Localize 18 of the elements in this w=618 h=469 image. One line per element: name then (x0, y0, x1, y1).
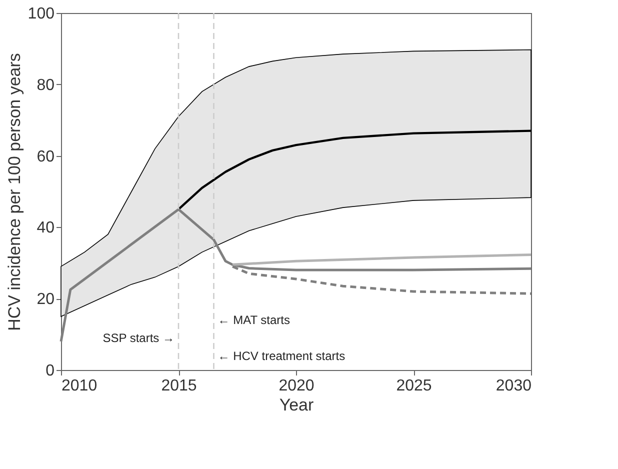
ref-line-label: SSP starts → (102, 331, 174, 345)
y-axis-title: HCV incidence per 100 person years (4, 53, 24, 331)
y-tick-label: 60 (36, 148, 55, 166)
x-tick-label: 2025 (396, 378, 432, 394)
line-series (60, 208, 532, 343)
annotation: ← HCV treatment starts (218, 349, 346, 363)
y-tick-label: 100 (28, 6, 55, 22)
line-series (231, 253, 532, 266)
y-tick-label: 40 (36, 220, 55, 237)
x-tick-label: 2010 (62, 378, 98, 394)
ref-line-label: ← MAT starts (218, 313, 290, 327)
x-tick-label: 2020 (278, 378, 314, 394)
y-tick-label: 0 (46, 362, 55, 380)
y-tick-label: 20 (36, 291, 55, 308)
x-tick-label: 2015 (161, 378, 197, 394)
x-tick-label: 2030 (496, 378, 532, 394)
x-axis-title: Year (279, 396, 314, 414)
y-tick-label: 80 (36, 76, 55, 94)
